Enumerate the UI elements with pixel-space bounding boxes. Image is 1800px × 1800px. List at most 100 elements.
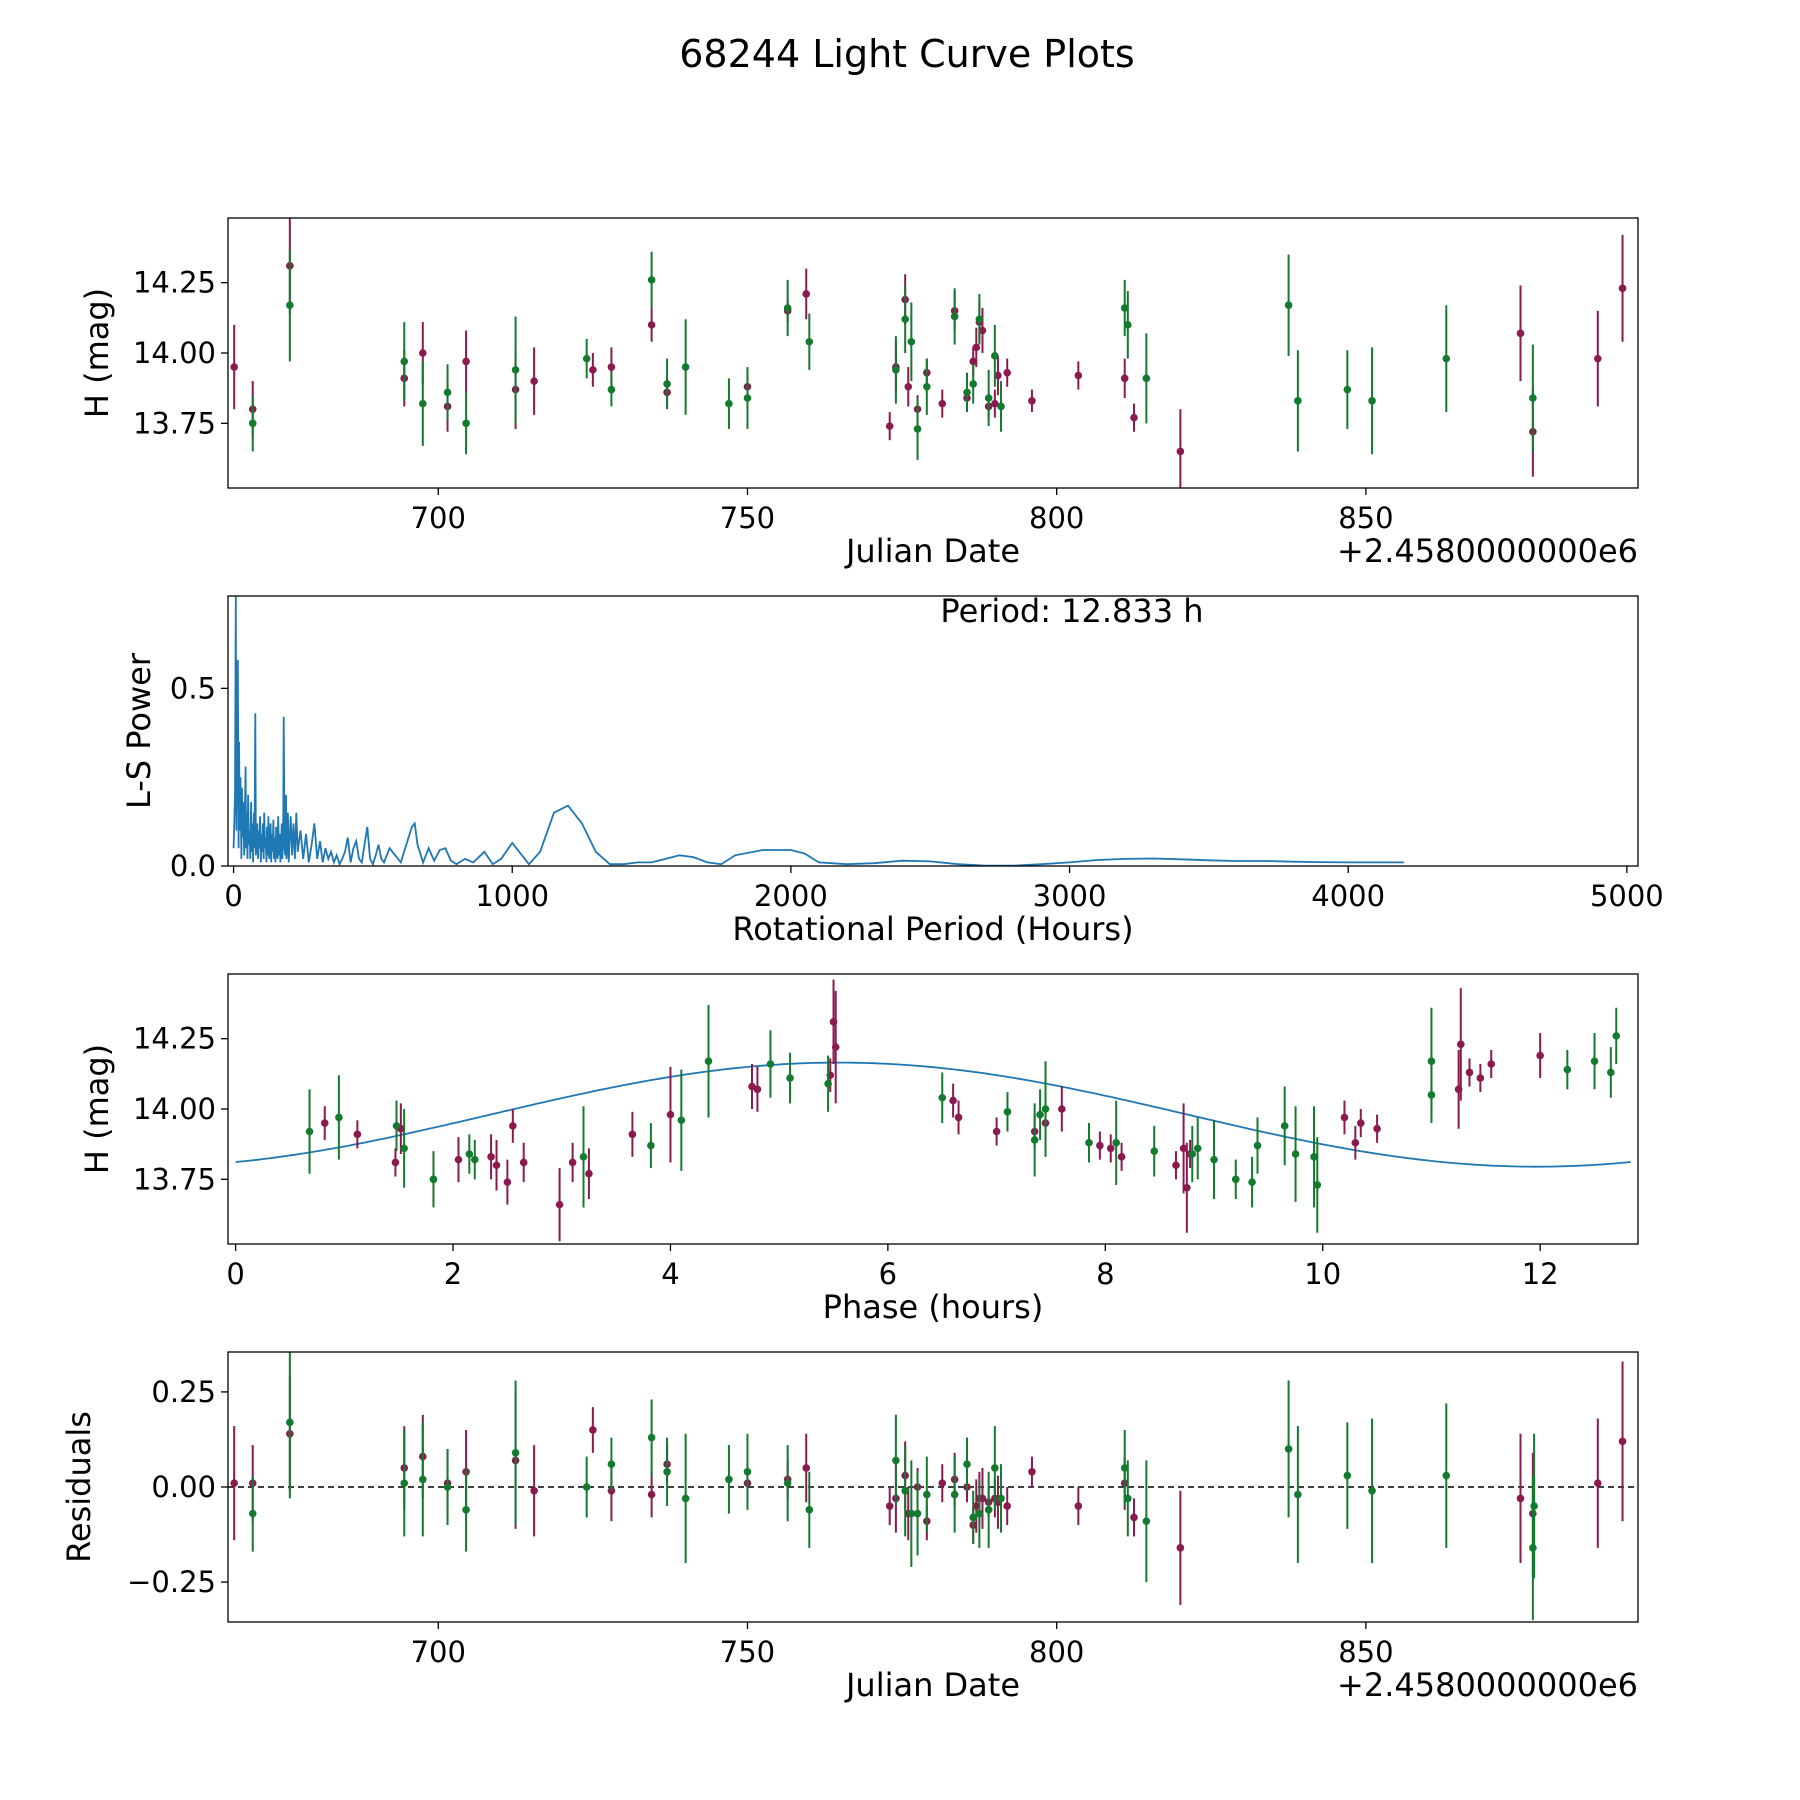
phased-curve-x-tick-label: 0 xyxy=(226,1257,244,1291)
data-point xyxy=(1368,1487,1376,1495)
data-point xyxy=(831,1043,840,1051)
data-point xyxy=(666,1110,675,1119)
data-point xyxy=(582,354,591,363)
data-point xyxy=(1028,1467,1036,1476)
data-point xyxy=(1607,1068,1615,1077)
data-point xyxy=(975,1509,984,1518)
data-point xyxy=(1427,1091,1436,1099)
data-point xyxy=(1130,1513,1138,1522)
data-point xyxy=(1594,1479,1602,1487)
data-point xyxy=(1516,329,1525,338)
light-curve-x-label: Julian Date xyxy=(844,532,1020,570)
light-curve-y-ticks: 13.75 14.00 14.25 xyxy=(133,266,228,440)
data-point xyxy=(938,1093,947,1102)
data-point xyxy=(1442,1471,1451,1480)
data-point xyxy=(681,1494,690,1503)
data-point xyxy=(938,1479,947,1487)
periodogram-panel: 0 1000 2000 3000 4000 5000 0.0 0.5 Period: 12.… xyxy=(120,592,1664,948)
data-point xyxy=(462,1506,470,1514)
data-point xyxy=(997,402,1005,411)
data-point xyxy=(1120,374,1129,383)
data-point xyxy=(950,1490,959,1499)
data-point xyxy=(1172,1161,1180,1170)
data-point xyxy=(1041,1105,1050,1113)
data-point xyxy=(1176,447,1185,456)
data-point xyxy=(913,425,922,433)
data-point xyxy=(1193,1144,1202,1153)
data-point xyxy=(1310,1153,1318,1161)
data-point xyxy=(1120,1464,1129,1472)
data-point xyxy=(509,1122,517,1130)
data-point xyxy=(1529,1544,1537,1552)
data-point xyxy=(1343,385,1352,394)
data-point xyxy=(994,371,1002,380)
data-point xyxy=(984,1506,993,1514)
data-point xyxy=(743,394,752,402)
data-point xyxy=(783,1479,792,1487)
data-point xyxy=(1291,1150,1300,1158)
periodogram-frame xyxy=(227,595,1639,867)
data-point xyxy=(1106,1144,1115,1153)
periodogram-x-tick-label: 2000 xyxy=(754,879,828,913)
figure-title: 68244 Light Curve Plots xyxy=(679,32,1134,76)
data-point xyxy=(802,290,811,298)
phased-curve-y-label: H (mag) xyxy=(78,1044,116,1174)
data-point xyxy=(1536,1051,1544,1060)
light-curve-y-tick-label: 13.75 xyxy=(133,406,216,440)
residuals-panel: 700 750 800 850 0.25 0.00 −0.25 Julian Date +… xyxy=(60,1351,1639,1704)
light-curve-panel: 700 750 800 850 13.75 14.00 14.25 Julian Date… xyxy=(78,217,1639,570)
periodogram-x-label: Rotational Period (Hours) xyxy=(732,910,1133,948)
data-point xyxy=(1516,1494,1525,1503)
data-point xyxy=(647,1433,656,1442)
residuals-x-tick-label: 700 xyxy=(411,1635,466,1669)
data-point xyxy=(978,1494,987,1503)
data-point xyxy=(1340,1113,1349,1122)
data-point xyxy=(555,1200,564,1209)
data-point xyxy=(1280,1122,1289,1130)
data-point xyxy=(400,1144,408,1153)
data-point xyxy=(579,1153,588,1161)
data-point xyxy=(1456,1040,1465,1049)
data-point xyxy=(743,1467,752,1476)
data-point xyxy=(462,419,470,428)
phased-curve-plot-area xyxy=(235,979,1631,1242)
data-point xyxy=(1373,1124,1381,1133)
data-point xyxy=(1442,354,1451,363)
phased-curve-y-tick-label: 13.75 xyxy=(133,1162,216,1196)
periodogram-x-tick-label: 1000 xyxy=(475,879,549,913)
data-point xyxy=(1253,1141,1262,1150)
phased-curve-x-tick-label: 2 xyxy=(444,1257,462,1291)
data-point xyxy=(1618,284,1627,293)
data-point xyxy=(589,366,597,374)
data-point xyxy=(1030,1136,1039,1144)
data-point xyxy=(230,363,238,371)
periodogram-x-tick-label: 3000 xyxy=(1033,879,1107,913)
data-point xyxy=(892,366,900,374)
data-point xyxy=(454,1155,463,1164)
data-point xyxy=(335,1113,343,1122)
data-point xyxy=(443,1483,452,1491)
data-point xyxy=(1368,397,1376,405)
data-point xyxy=(492,1161,501,1170)
data-point xyxy=(1618,1437,1627,1446)
data-point xyxy=(904,382,913,391)
data-point xyxy=(392,1122,401,1130)
data-point xyxy=(647,1490,656,1499)
data-point xyxy=(1284,301,1293,309)
data-point xyxy=(1003,368,1012,377)
data-point xyxy=(320,1119,329,1127)
periodogram-x-ticks: 0 1000 2000 3000 4000 5000 xyxy=(224,866,1664,913)
periodogram-x-tick-label: 0 xyxy=(224,879,242,913)
period-annotation: Period: 12.833 h xyxy=(940,592,1203,630)
residuals-plot-area xyxy=(228,1352,1638,1621)
phased-curve-frame xyxy=(227,973,1639,1245)
light-curve-frame xyxy=(227,217,1639,489)
data-point xyxy=(885,1502,894,1510)
data-point xyxy=(913,1509,922,1518)
data-point xyxy=(1130,413,1138,422)
data-point xyxy=(1210,1155,1218,1164)
data-point xyxy=(487,1153,495,1161)
residuals-x-ticks: 700 750 800 850 xyxy=(411,1622,1394,1669)
data-point xyxy=(1142,374,1151,383)
